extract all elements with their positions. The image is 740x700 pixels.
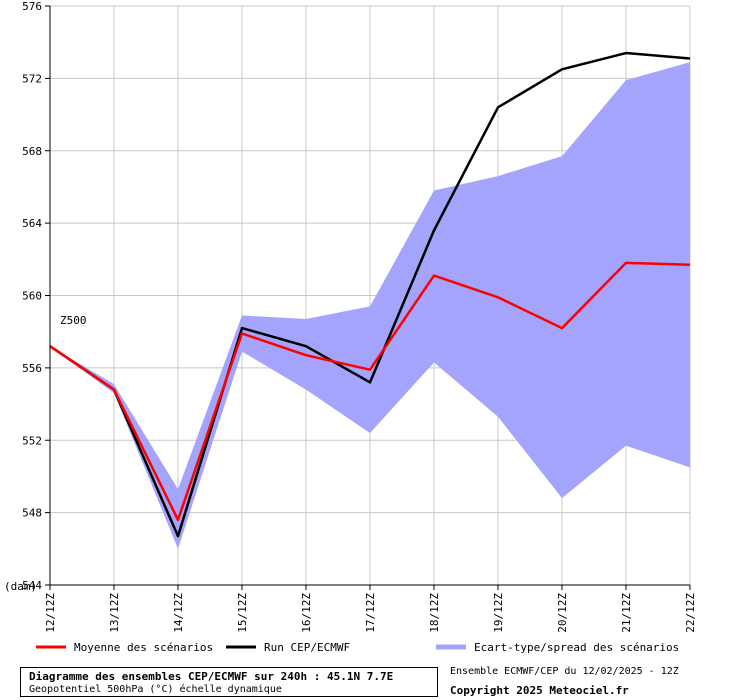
- series-lines: [49, 51, 691, 538]
- legend-label-spread: Ecart-type/spread des scénarios: [474, 641, 679, 654]
- axes: [45, 5, 691, 590]
- legend-label-run: Run CEP/ECMWF: [264, 641, 350, 654]
- y-axis-unit-label: (dam): [4, 580, 37, 593]
- y-tick-label: 564: [22, 217, 42, 230]
- x-tick-label: 18/12Z: [428, 593, 441, 633]
- series-line-mean: [49, 261, 691, 522]
- y-tick-label: 576: [22, 0, 42, 13]
- legend: Moyenne des scénarios Run CEP/ECMWF Ecar…: [36, 641, 679, 654]
- legend-label-mean: Moyenne des scénarios: [74, 641, 213, 654]
- x-tick-label: 17/12Z: [364, 593, 377, 633]
- y-tick-label: 572: [22, 72, 42, 85]
- x-tick-label: 21/12Z: [620, 593, 633, 633]
- x-tick-label: 20/12Z: [556, 593, 569, 633]
- y-tick-label: 548: [22, 507, 42, 520]
- y-tick-label: 560: [22, 290, 42, 303]
- x-tick-label: 19/12Z: [492, 593, 505, 633]
- footer-title-box: Diagramme des ensembles CEP/ECMWF sur 24…: [20, 667, 438, 697]
- x-tick-label: 15/12Z: [236, 593, 249, 633]
- y-tick-label: 556: [22, 362, 42, 375]
- x-tick-label: 13/12Z: [108, 593, 121, 633]
- run-info: Ensemble ECMWF/CEP du 12/02/2025 - 12Z: [450, 666, 679, 677]
- z500-annotation: Z500: [60, 314, 87, 327]
- x-tick-label: 12/12Z: [44, 593, 57, 633]
- y-tick-label: 568: [22, 145, 42, 158]
- x-tick-label: 16/12Z: [300, 593, 313, 633]
- x-tick-label: 14/12Z: [172, 593, 185, 633]
- footer-subtitle: Geopotentiel 500hPa (°C) échelle dynamiq…: [29, 684, 282, 695]
- copyright: Copyright 2025 Meteociel.fr: [450, 684, 629, 697]
- footer-title: Diagramme des ensembles CEP/ECMWF sur 24…: [29, 670, 394, 683]
- y-tick-labels: 544 548 552 556 560 564 568 572 576: [22, 0, 42, 592]
- y-tick-label: 544: [22, 579, 42, 592]
- x-tick-labels: 12/12Z 13/12Z 14/12Z 15/12Z 16/12Z 17/12Z 18/1…: [44, 593, 697, 633]
- y-tick-label: 552: [22, 434, 42, 447]
- x-tick-label: 22/12Z: [684, 593, 697, 633]
- series-line-run-ecmwf: [49, 51, 691, 538]
